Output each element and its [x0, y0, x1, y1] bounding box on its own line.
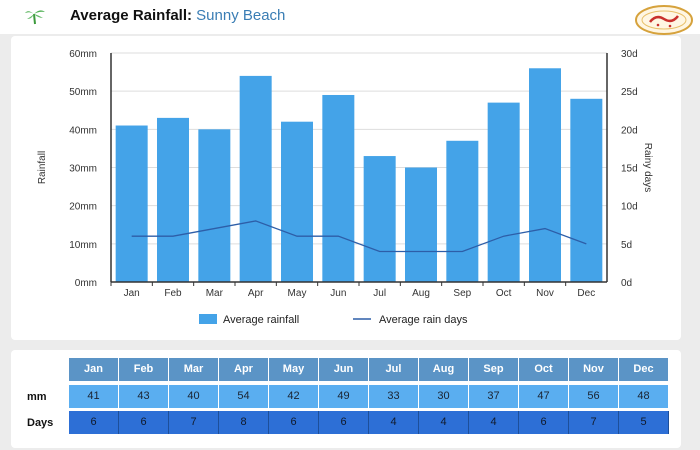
x-tick-label: May [288, 288, 307, 299]
days-cell-jan: 6 [69, 411, 119, 434]
days-cell-aug: 4 [419, 411, 469, 434]
rain-days-line [131, 220, 587, 253]
rainfall-chart: 0mm 10mm 20mm 30mm 40mm 50mm 60mm 0d 5d 10d 15d 20d… [37, 49, 653, 326]
x-tick-label: Feb [164, 288, 182, 299]
bar-may [281, 121, 313, 282]
mm-cell-apr: 54 [219, 385, 269, 408]
bar-mar [198, 129, 231, 282]
legend-bar-swatch [199, 314, 217, 324]
bar-nov [529, 68, 561, 282]
rainfall-chart-panel: 0mm 10mm 20mm 30mm 40mm 50mm 60mm 0d 5d 10d 15d 20d… [11, 36, 681, 340]
y2-tick-label: 5d [621, 240, 632, 251]
days-cell-feb: 6 [119, 411, 169, 434]
mm-cell-mar: 40 [169, 385, 219, 408]
y2-tick-label: 20d [621, 125, 638, 136]
x-tick-label: Jan [124, 288, 140, 299]
page-header: Average Rainfall: Sunny Beach [0, 0, 700, 35]
bar-dec [570, 98, 603, 282]
rainfall-table: mm Days Jan Feb Mar Apr May Jun Jul Aug Sep Oct No… [11, 350, 681, 448]
y2-axis-label: Rainy days [642, 143, 653, 192]
y2-tick-label: 0d [621, 278, 632, 289]
y-tick-label: 50mm [69, 87, 97, 98]
bar-aug [405, 167, 437, 282]
month-header-may: May [269, 358, 319, 381]
month-header-nov: Nov [569, 358, 619, 381]
days-cell-may: 6 [269, 411, 319, 434]
month-header-aug: Aug [419, 358, 469, 381]
month-header-sep: Sep [469, 358, 519, 381]
bar-feb [157, 117, 189, 282]
mm-cell-sep: 37 [469, 385, 519, 408]
days-cell-apr: 8 [219, 411, 269, 434]
legend-bar-label: Average rainfall [223, 314, 299, 326]
y2-tick-label: 30d [621, 49, 638, 60]
mm-cell-may: 42 [269, 385, 319, 408]
y-tick-label: 30mm [69, 164, 97, 175]
y-tick-label: 20mm [69, 202, 97, 213]
x-tick-label: Dec [577, 288, 595, 299]
days-cell-jul: 4 [369, 411, 419, 434]
y2-tick-label: 25d [621, 87, 638, 98]
days-cell-dec: 5 [619, 411, 669, 434]
days-cell-sep: 4 [469, 411, 519, 434]
days-cell-jun: 6 [319, 411, 369, 434]
bar-jan [115, 125, 148, 283]
x-tick-label: Nov [536, 288, 554, 299]
bar-oct [487, 102, 520, 282]
bar-apr [239, 75, 272, 283]
month-header-feb: Feb [119, 358, 169, 381]
palm-tree-icon [25, 10, 45, 25]
month-header-dec: Dec [619, 358, 669, 381]
mm-cell-feb: 43 [119, 385, 169, 408]
y-axis-label: Rainfall [37, 151, 48, 184]
month-header-jul: Jul [369, 358, 419, 381]
bar-jul [363, 156, 396, 282]
days-cell-oct: 6 [519, 411, 569, 434]
x-tick-label: Sep [453, 288, 471, 299]
x-tick-label: Aug [412, 288, 430, 299]
mm-cell-jun: 49 [319, 385, 369, 408]
mm-cell-nov: 56 [569, 385, 619, 408]
bar-jun [322, 94, 355, 282]
y-tick-label: 40mm [69, 125, 97, 136]
bar-sep [446, 140, 479, 282]
days-cell-mar: 7 [169, 411, 219, 434]
mm-cell-jan: 41 [69, 385, 119, 408]
y2-tick-label: 10d [621, 202, 638, 213]
x-tick-label: Mar [206, 288, 224, 299]
y-tick-label: 60mm [69, 49, 97, 60]
x-tick-label: Jun [330, 288, 346, 299]
y2-tick-label: 15d [621, 164, 638, 175]
mm-cell-dec: 48 [619, 385, 669, 408]
row-label-mm: mm [27, 391, 47, 403]
legend-line-label: Average rain days [379, 314, 468, 326]
days-cell-nov: 7 [569, 411, 619, 434]
row-label-days: Days [27, 417, 54, 429]
x-tick-label: Oct [496, 288, 512, 299]
month-header-oct: Oct [519, 358, 569, 381]
y-tick-label: 0mm [75, 278, 97, 289]
month-header-jan: Jan [69, 358, 119, 381]
x-tick-label: Apr [248, 288, 264, 299]
month-header-jun: Jun [319, 358, 369, 381]
y-tick-label: 10mm [69, 240, 97, 251]
site-logo [635, 5, 693, 35]
mm-cell-aug: 30 [419, 385, 469, 408]
title-label: Average Rainfall: [70, 7, 192, 24]
month-header-apr: Apr [219, 358, 269, 381]
mm-cell-oct: 47 [519, 385, 569, 408]
page-title: Average Rainfall: Sunny Beach [70, 7, 285, 24]
x-tick-label: Jul [373, 288, 386, 299]
month-header-mar: Mar [169, 358, 219, 381]
mm-cell-jul: 33 [369, 385, 419, 408]
title-location: Sunny Beach [196, 7, 286, 24]
